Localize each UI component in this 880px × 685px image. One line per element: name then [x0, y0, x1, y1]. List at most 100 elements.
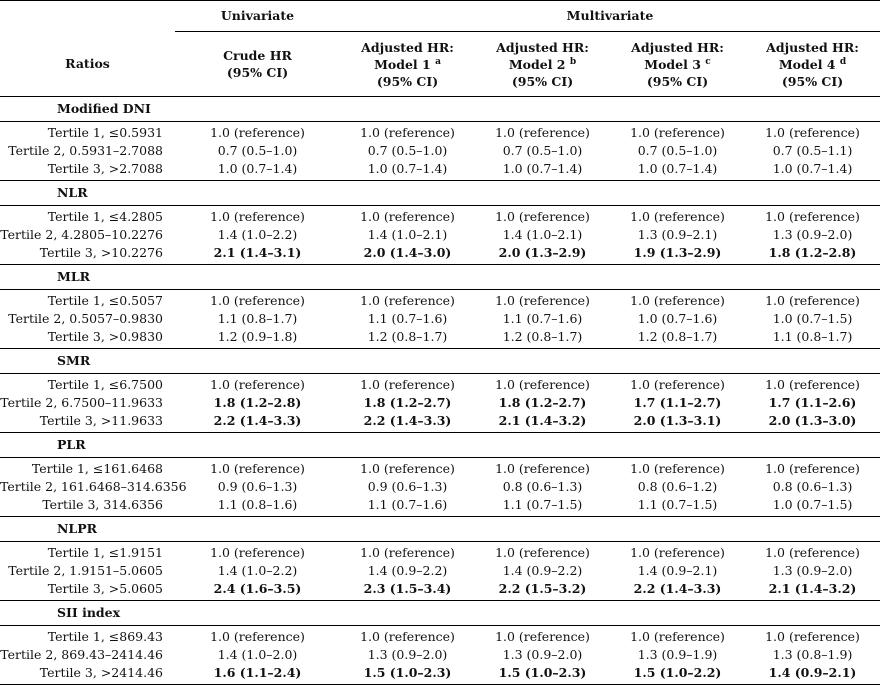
- hr-value-cell: 2.3 (1.5–3.4): [340, 580, 475, 601]
- hr-value-cell: 1.0 (0.7–1.5): [745, 496, 880, 517]
- hr-value-cell: 1.1 (0.8–1.7): [745, 328, 880, 349]
- section-blank-cell: [745, 600, 880, 626]
- crude-hr-header-ci: (95% CI): [226, 65, 289, 80]
- section-blank-cell: [340, 516, 475, 542]
- tertile-label: Tertile 3, 314.6356: [0, 496, 175, 517]
- hr-value-cell: 1.0 (0.7–1.6): [637, 311, 718, 326]
- section-blank-cell: [340, 600, 475, 626]
- section-blank-cell: [475, 516, 610, 542]
- hr-value-cell: 0.7 (0.5–1.0): [637, 143, 718, 158]
- hr-value-cell: 1.0 (0.7–1.4): [610, 160, 745, 181]
- model4-header-ci: (95% CI): [781, 73, 844, 89]
- hr-value-cell: 1.4 (0.9–2.2): [502, 563, 583, 578]
- model4-header: Adjusted HR: Model 4 d (95% CI): [745, 31, 880, 97]
- hr-value-cell: 1.4 (1.0–2.1): [367, 227, 448, 242]
- header-group-row: Univariate Multivariate: [0, 0, 880, 32]
- hr-value-cell: 2.2 (1.4–3.3): [610, 580, 745, 601]
- hr-value-cell: 0.7 (0.5–1.1): [772, 143, 853, 158]
- ratios-header: Ratios: [0, 31, 175, 97]
- hr-value-cell: 1.0 (reference): [210, 293, 305, 308]
- hr-value-cell: 1.8 (1.2–2.7): [363, 395, 452, 410]
- hr-value-cell: 1.2 (0.8–1.7): [610, 328, 745, 349]
- hr-value-cell: 1.0 (reference): [210, 125, 305, 140]
- tertile-label: Tertile 1, ≤6.7500: [47, 377, 163, 392]
- tertile-label: Tertile 3, >5.0605: [0, 580, 175, 601]
- section-header-row: Modified DNI: [0, 96, 880, 122]
- model3-header-line1: Adjusted HR:: [631, 39, 724, 55]
- model3-header-model: Model 3: [644, 56, 701, 72]
- tertile-label: Tertile 3, >0.9830: [0, 328, 175, 349]
- table-row: Tertile 1, ≤4.2805 1.0 (reference) 1.0 (re…: [0, 206, 880, 227]
- crude-hr-header: Crude HR (95% CI): [175, 31, 340, 97]
- crude-hr-header-line1: Crude HR: [223, 48, 292, 63]
- section-blank-cell: [340, 348, 475, 374]
- model2-header: Adjusted HR: Model 2 b (95% CI): [475, 31, 610, 97]
- tertile-label: Tertile 1, ≤0.5057: [47, 293, 163, 308]
- hr-value-cell: 1.1 (0.7–1.6): [367, 311, 448, 326]
- hr-value-cell: 0.9 (0.6–1.3): [217, 479, 298, 494]
- hr-value-cell: 1.0 (reference): [630, 629, 725, 644]
- table-row: Tertile 3, >0.9830 1.2 (0.9–1.8) 1.2 (0.8–…: [0, 328, 880, 349]
- hr-value-cell: 1.3 (0.9–2.0): [772, 227, 853, 242]
- table-row: Tertile 2, 1.9151–5.0605 1.4 (1.0–2.2) 1.4…: [0, 562, 880, 580]
- model1-header-ci: (95% CI): [376, 73, 439, 89]
- tertile-label: Tertile 1, ≤0.5931: [47, 125, 163, 140]
- section-blank-cell: [610, 516, 745, 542]
- table-row: Tertile 2, 0.5931–2.7088 0.7 (0.5–1.0) 0.7…: [0, 142, 880, 160]
- table-row: Tertile 3, >10.2276 2.1 (1.4–3.1) 2.0 (1.4…: [0, 244, 880, 265]
- tertile-label: Tertile 2, 161.6468–314.6356: [0, 479, 187, 494]
- hr-value-cell: 1.1 (0.7–1.5): [610, 496, 745, 517]
- hr-value-cell: 1.1 (0.7–1.6): [340, 496, 475, 517]
- section-blank-cell: [475, 348, 610, 374]
- section-title: Modified DNI: [0, 96, 175, 122]
- hr-value-cell: 2.1 (1.4–3.1): [175, 244, 340, 265]
- hr-value-cell: 2.0 (1.3–3.0): [745, 412, 880, 433]
- section-title: SMR: [0, 348, 175, 374]
- section-blank-cell: [340, 432, 475, 458]
- table-row: Tertile 2, 4.2805–10.2276 1.4 (1.0–2.2) 1.…: [0, 226, 880, 244]
- section-blank-cell: [175, 600, 340, 626]
- hr-value-cell: 2.2 (1.5–3.2): [475, 580, 610, 601]
- section-blank-cell: [175, 348, 340, 374]
- hr-value-cell: 2.0 (1.4–3.0): [340, 244, 475, 265]
- section-title: PLR: [0, 432, 175, 458]
- hr-value-cell: 1.1 (0.8–1.7): [217, 311, 298, 326]
- section-title: MLR: [0, 264, 175, 290]
- table-row: Tertile 3, >2.7088 1.0 (0.7–1.4) 1.0 (0.7–…: [0, 160, 880, 181]
- section-header-row: MLR: [0, 264, 880, 290]
- tertile-label: Tertile 3, >11.9633: [0, 412, 175, 433]
- hr-value-cell: 1.3 (0.9–2.1): [637, 227, 718, 242]
- section-blank-cell: [745, 516, 880, 542]
- univariate-header: Univariate: [175, 0, 340, 32]
- model4-footnote-mark: d: [839, 56, 847, 67]
- model4-header-model: Model 4: [778, 56, 836, 72]
- section-title: SII index: [0, 600, 175, 626]
- section-blank-cell: [475, 264, 610, 290]
- hr-value-cell: 1.0 (0.7–1.4): [340, 160, 475, 181]
- section-blank-cell: [745, 264, 880, 290]
- tertile-label: Tertile 1, ≤1.9151: [47, 545, 163, 560]
- hr-value-cell: 0.8 (0.6–1.2): [637, 479, 718, 494]
- hr-value-cell: 1.4 (1.0–2.2): [217, 227, 298, 242]
- hr-value-cell: 1.4 (0.9–2.1): [745, 664, 880, 685]
- hr-value-cell: 1.0 (0.7–1.4): [175, 160, 340, 181]
- hr-value-cell: 0.9 (0.6–1.3): [367, 479, 448, 494]
- hr-value-cell: 1.0 (reference): [360, 377, 455, 392]
- hr-value-cell: 1.0 (reference): [360, 293, 455, 308]
- table-row: Tertile 1, ≤6.7500 1.0 (reference) 1.0 (re…: [0, 374, 880, 395]
- tertile-label: Tertile 2, 0.5931–2.7088: [8, 143, 163, 158]
- multivariate-header: Multivariate: [340, 0, 880, 32]
- hr-value-cell: 1.0 (reference): [495, 293, 590, 308]
- hr-value-cell: 1.2 (0.9–1.8): [175, 328, 340, 349]
- hr-value-cell: 1.4 (0.9–2.2): [367, 563, 448, 578]
- section-header-row: NLR: [0, 180, 880, 206]
- hr-value-cell: 1.8 (1.2–2.8): [213, 395, 302, 410]
- hr-value-cell: 1.0 (reference): [210, 545, 305, 560]
- hr-value-cell: 2.1 (1.4–3.2): [745, 580, 880, 601]
- hr-value-cell: 2.1 (1.4–3.2): [475, 412, 610, 433]
- hr-value-cell: 1.0 (reference): [495, 377, 590, 392]
- hr-value-cell: 1.3 (0.9–2.0): [772, 563, 853, 578]
- section-blank-cell: [340, 180, 475, 206]
- hr-value-cell: 1.4 (0.9–2.1): [637, 563, 718, 578]
- table-row: Tertile 2, 161.6468–314.6356 0.9 (0.6–1.3…: [0, 478, 880, 496]
